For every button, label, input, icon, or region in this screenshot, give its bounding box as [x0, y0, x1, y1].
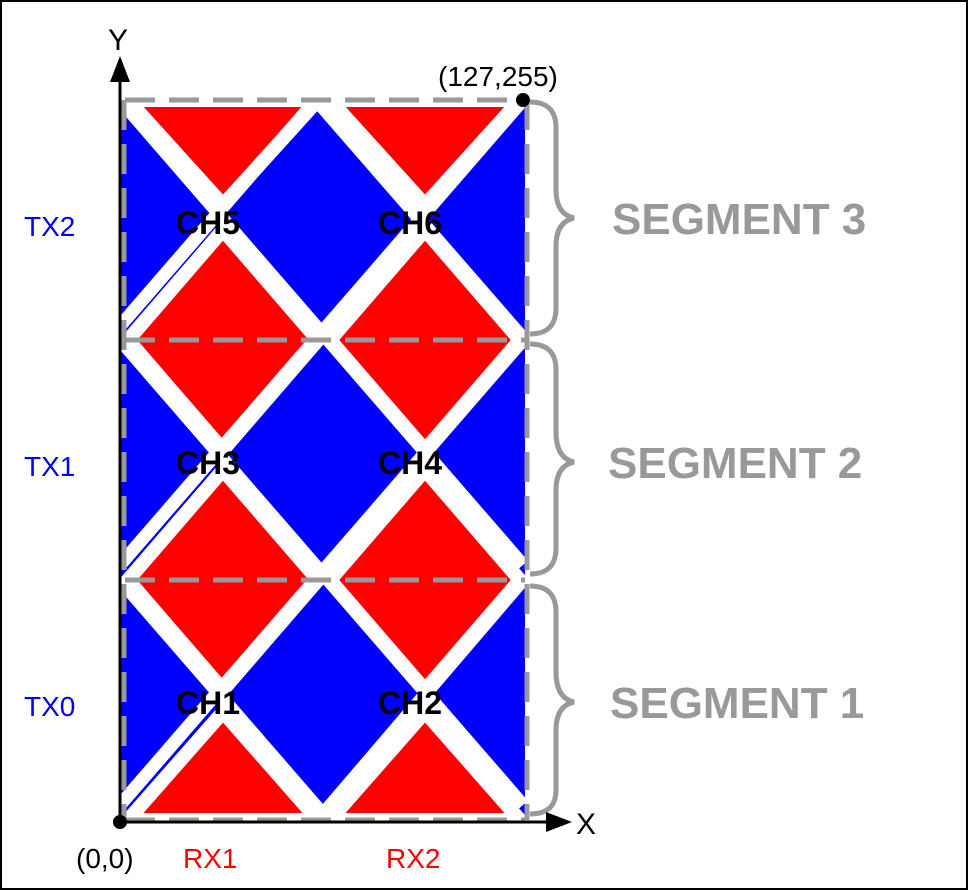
segment-dashed-outlines [121, 97, 530, 823]
curly-brace-icon [529, 583, 575, 817]
arrow-icon [546, 812, 572, 832]
channel-ch4-label: CH4 [378, 445, 442, 481]
tx1-label: TX1 [24, 451, 75, 482]
segment-3-label: SEGMENT 3 [612, 195, 866, 244]
channel-ch1-label: CH1 [176, 685, 240, 721]
channel-ch2-label: CH2 [378, 685, 442, 721]
y-axis-label: Y [108, 24, 128, 57]
tx2-label: TX2 [24, 211, 75, 242]
tx-electrode-background [120, 100, 525, 820]
segment-2-label: SEGMENT 2 [608, 439, 862, 488]
origin-label: (0,0) [76, 843, 134, 874]
x-axis-label: X [576, 808, 596, 841]
tx0-label: TX0 [24, 691, 75, 722]
rx2-label: RX2 [386, 843, 440, 874]
electrode-gap-lines [115, 95, 528, 827]
dot-icon [516, 93, 530, 107]
rx-triangle-bottom-right [314, 701, 536, 827]
curly-brace-icon [529, 341, 575, 577]
dot-icon [113, 815, 127, 829]
channel-ch3-label: CH3 [176, 445, 240, 481]
arrow-icon [110, 56, 130, 82]
segment-braces [529, 99, 575, 817]
segment-1-label: SEGMENT 1 [610, 679, 864, 728]
channel-ch6-label: CH6 [378, 205, 442, 241]
rx1-label: RX1 [183, 843, 237, 874]
curly-brace-icon [529, 99, 575, 337]
axes [110, 56, 572, 832]
channel-ch5-label: CH5 [176, 205, 240, 241]
max-point-label: (127,255) [438, 61, 558, 92]
